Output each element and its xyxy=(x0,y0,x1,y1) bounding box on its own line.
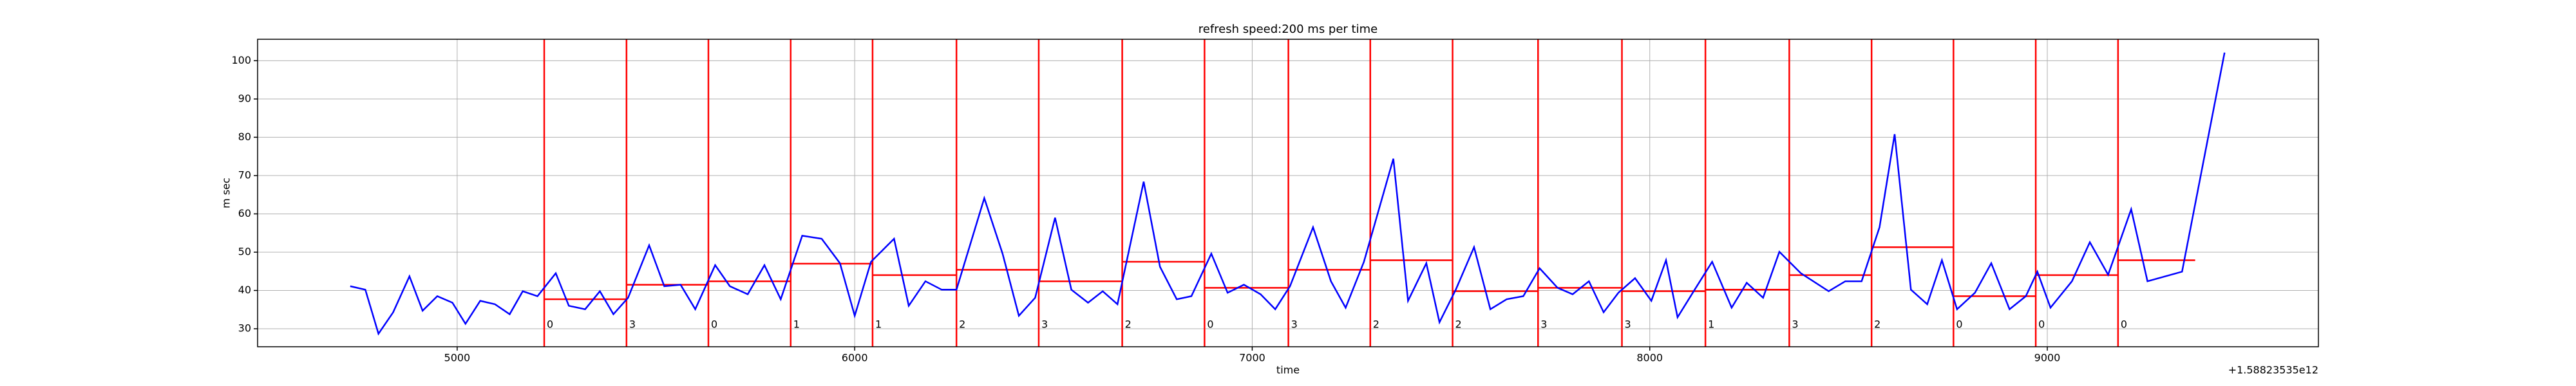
x-offset-label: +1.58823535e12 xyxy=(2228,364,2318,376)
x-tick-label: 9000 xyxy=(2034,352,2061,364)
marker-label: 1 xyxy=(793,318,800,331)
marker-label: 1 xyxy=(875,318,882,331)
marker-label: 1 xyxy=(1708,318,1714,331)
y-tick-label: 80 xyxy=(238,131,251,143)
x-tick-label: 6000 xyxy=(842,352,868,364)
marker-label: 3 xyxy=(1625,318,1631,331)
y-tick-label: 50 xyxy=(238,245,251,257)
marker-label: 3 xyxy=(1792,318,1798,331)
x-tick-label: 8000 xyxy=(1636,352,1663,364)
data-line xyxy=(350,52,2226,336)
marker-label: 2 xyxy=(1455,318,1462,331)
marker-label: 3 xyxy=(629,318,636,331)
marker-label: 0 xyxy=(547,318,553,331)
marker-label: 2 xyxy=(1874,318,1880,331)
y-tick-label: 30 xyxy=(238,322,251,335)
y-tick-label: 70 xyxy=(238,169,251,181)
x-tick-label: 5000 xyxy=(444,352,471,364)
marker-label: 0 xyxy=(711,318,717,331)
plot-frame xyxy=(257,39,2319,347)
marker-label: 0 xyxy=(2038,318,2045,331)
marker-label: 2 xyxy=(1373,318,1379,331)
marker-label: 3 xyxy=(1291,318,1298,331)
y-tick-label: 90 xyxy=(238,92,251,104)
marker-label: 2 xyxy=(959,318,965,331)
y-axis-label: m sec xyxy=(220,178,232,208)
x-axis-label: time xyxy=(1276,364,1300,376)
marker-label: 0 xyxy=(1207,318,1213,331)
marker-label: 0 xyxy=(1956,318,1962,331)
chart-title: refresh speed:200 ms per time xyxy=(1198,23,1378,36)
y-tick-label: 60 xyxy=(238,207,251,219)
marker-label: 3 xyxy=(1041,318,1048,331)
y-tick-label: 40 xyxy=(238,284,251,296)
marker-label: 0 xyxy=(2121,318,2127,331)
marker-label: 2 xyxy=(1125,318,1132,331)
y-tick-label: 100 xyxy=(231,54,251,66)
x-tick-label: 7000 xyxy=(1239,352,1265,364)
marker-label: 3 xyxy=(1540,318,1547,331)
